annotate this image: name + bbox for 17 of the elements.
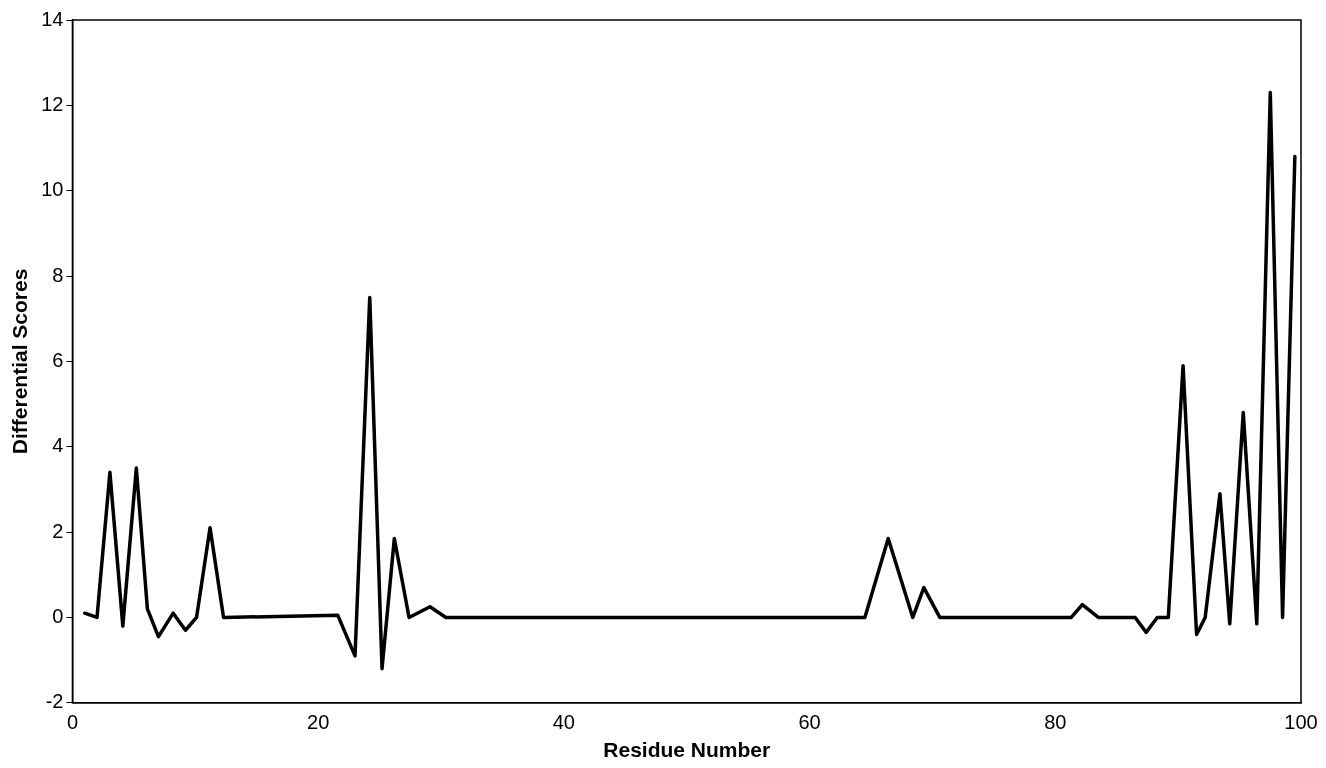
y-tick-label: 8 <box>52 263 64 286</box>
y-tick-label: 0 <box>52 604 64 627</box>
y-tick-label: 10 <box>41 178 64 201</box>
y-tick-label: 4 <box>52 434 64 457</box>
x-tick-label: 20 <box>307 711 330 734</box>
y-tick-label: -2 <box>45 690 64 713</box>
x-tick-label: 100 <box>1284 711 1318 734</box>
y-axis-title: Differential Scores <box>8 268 32 455</box>
x-tick-label: 0 <box>66 711 79 734</box>
x-axis-title: Residue Number <box>603 738 771 762</box>
y-tick-label: 12 <box>41 92 64 115</box>
y-tick-label: 14 <box>41 7 64 30</box>
y-tick-label: 6 <box>52 348 64 371</box>
y-tick-label: 2 <box>52 519 64 542</box>
x-tick-label: 60 <box>798 711 821 734</box>
x-tick-label: 40 <box>552 711 575 734</box>
x-tick-label: 80 <box>1044 711 1067 734</box>
